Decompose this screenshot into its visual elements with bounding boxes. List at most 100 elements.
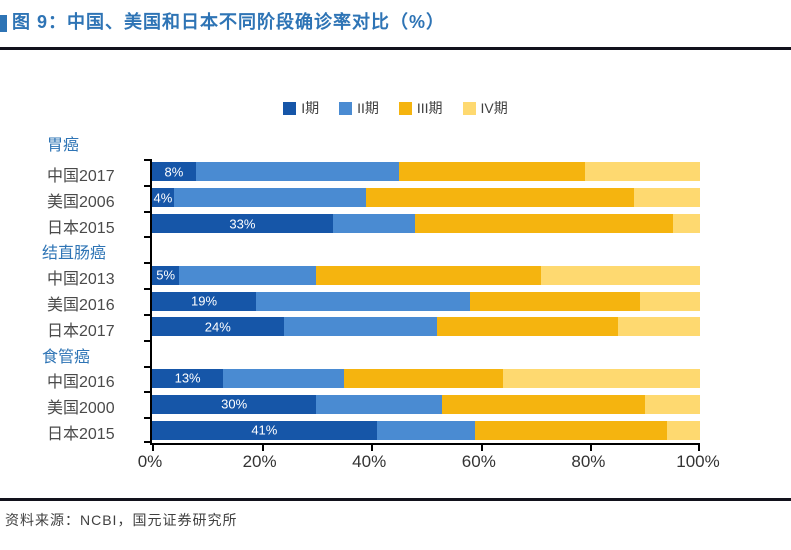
bar-segment-stage-3 <box>398 162 585 182</box>
y-axis-tick <box>144 159 150 161</box>
bar-segment-stage-4 <box>502 368 700 388</box>
stacked-bar-美国2016: 19% <box>152 291 700 311</box>
bar-segment-stage-1: 19% <box>152 291 257 311</box>
bar-segment-stage-2 <box>195 162 399 182</box>
stacked-bar-日本2015: 33% <box>152 214 700 234</box>
bar-segment-stage-3 <box>415 214 673 234</box>
legend-label: I期 <box>301 100 320 116</box>
x-axis-tick-label: 80% <box>571 452 606 471</box>
category-label: 中国2013 <box>47 271 115 289</box>
bar-segment-stage-1: 24% <box>152 317 284 337</box>
bar-segment-stage-3 <box>365 188 635 208</box>
y-axis-tick <box>144 417 150 420</box>
legend-item-stage-4: IV期 <box>462 98 508 118</box>
data-label: 33% <box>229 216 256 232</box>
group-label: 结直肠癌 <box>42 245 107 263</box>
y-axis-tick <box>144 441 150 443</box>
y-axis-tick <box>144 391 150 394</box>
x-axis-tick-label: 20% <box>242 452 277 471</box>
stacked-bar-中国2017: 8% <box>152 162 700 182</box>
data-label: 41% <box>251 422 278 438</box>
bar-segment-stage-1: 41% <box>152 420 377 440</box>
bar-segment-stage-2 <box>223 368 344 388</box>
legend-swatch-icon <box>398 101 412 115</box>
legend-item-stage-1: I期 <box>283 98 319 118</box>
category-label: 日本2015 <box>47 219 115 237</box>
top-divider <box>0 47 791 50</box>
bar-segment-stage-2 <box>283 317 437 337</box>
stacked-bar-中国2013: 5% <box>152 265 700 285</box>
bar-segment-stage-4 <box>672 214 700 234</box>
data-label: 5% <box>156 267 176 283</box>
bar-segment-stage-4 <box>584 162 700 182</box>
category-label: 中国2016 <box>47 374 115 392</box>
bar-segment-stage-2 <box>179 265 317 285</box>
category-label: 中国2017 <box>47 167 115 185</box>
y-axis-tick <box>144 365 150 368</box>
bar-segment-stage-4 <box>634 188 700 208</box>
x-axis-tick <box>480 445 483 451</box>
category-label: 日本2017 <box>47 322 115 340</box>
bar-segment-stage-3 <box>442 394 646 414</box>
stacked-bar-美国2000: 30% <box>152 394 700 414</box>
bar-segment-stage-1: 4% <box>152 188 174 208</box>
data-label: 19% <box>191 293 218 309</box>
x-axis-tick-label: 60% <box>461 452 496 471</box>
bar-segment-stage-1: 30% <box>152 394 317 414</box>
bar-segment-stage-2 <box>256 291 470 311</box>
category-label: 美国2000 <box>47 400 115 418</box>
y-axis-tick <box>144 339 150 342</box>
category-label: 日本2015 <box>47 426 115 444</box>
legend-swatch-icon <box>283 101 297 115</box>
y-axis-tick <box>144 184 150 187</box>
data-label: 4% <box>153 190 173 206</box>
source-note: 资料来源：NCBI，国元证券研究所 <box>5 512 238 528</box>
bar-segment-stage-3 <box>316 265 542 285</box>
stacked-bar-美国2006: 4% <box>152 188 700 208</box>
stacked-bar-中国2016: 13% <box>152 368 700 388</box>
legend-label: II期 <box>357 100 379 116</box>
x-axis-tick-label: 40% <box>352 452 387 471</box>
bottom-divider <box>0 498 791 501</box>
x-axis-tick <box>698 445 700 451</box>
chart-legend: I期 II期 III期 IV期 <box>0 98 791 118</box>
bar-segment-stage-4 <box>667 420 700 440</box>
bar-segment-stage-3 <box>475 420 668 440</box>
bar-segment-stage-1: 13% <box>152 368 224 388</box>
x-axis-tick <box>371 445 374 451</box>
data-label: 13% <box>174 370 201 386</box>
x-axis-tick <box>590 445 593 451</box>
category-label: 美国2016 <box>47 297 115 314</box>
title-accent-square <box>0 15 7 32</box>
bar-segment-stage-3 <box>436 317 618 337</box>
stacked-bar-日本2017: 24% <box>152 317 700 337</box>
group-label: 胃癌 <box>47 137 80 154</box>
data-label: 24% <box>204 319 231 335</box>
legend-label: IV期 <box>480 100 508 116</box>
data-label: 8% <box>164 164 184 180</box>
y-axis-tick <box>144 262 150 265</box>
bar-segment-stage-2 <box>316 394 443 414</box>
bar-segment-stage-1: 33% <box>152 214 333 234</box>
category-label: 美国2006 <box>47 193 115 211</box>
bar-segment-stage-1: 8% <box>152 162 196 182</box>
x-axis-tick-label: 100% <box>676 452 720 471</box>
y-axis-tick <box>144 288 150 291</box>
figure-title: 图 9：中国、美国和日本不同阶段确诊率对比（%） <box>12 12 446 32</box>
stacked-bar-日本2015: 41% <box>152 420 700 440</box>
bar-segment-stage-1: 5% <box>152 265 180 285</box>
bar-segment-stage-4 <box>541 265 700 285</box>
bar-segment-stage-2 <box>376 420 476 440</box>
legend-swatch-icon <box>462 101 476 115</box>
bar-segment-stage-4 <box>639 291 700 311</box>
bar-segment-stage-2 <box>332 214 416 234</box>
y-axis-tick <box>144 313 150 316</box>
x-axis-tick-label: 0% <box>137 452 163 471</box>
bar-segment-stage-4 <box>617 317 700 337</box>
bar-segment-stage-2 <box>173 188 366 208</box>
y-axis-tick <box>144 210 150 213</box>
y-axis-tick <box>144 236 150 239</box>
x-axis-tick <box>261 445 264 451</box>
plot-area: 8% 4% 33% 5% 19% 24% 13% 30% 41% <box>144 159 700 451</box>
